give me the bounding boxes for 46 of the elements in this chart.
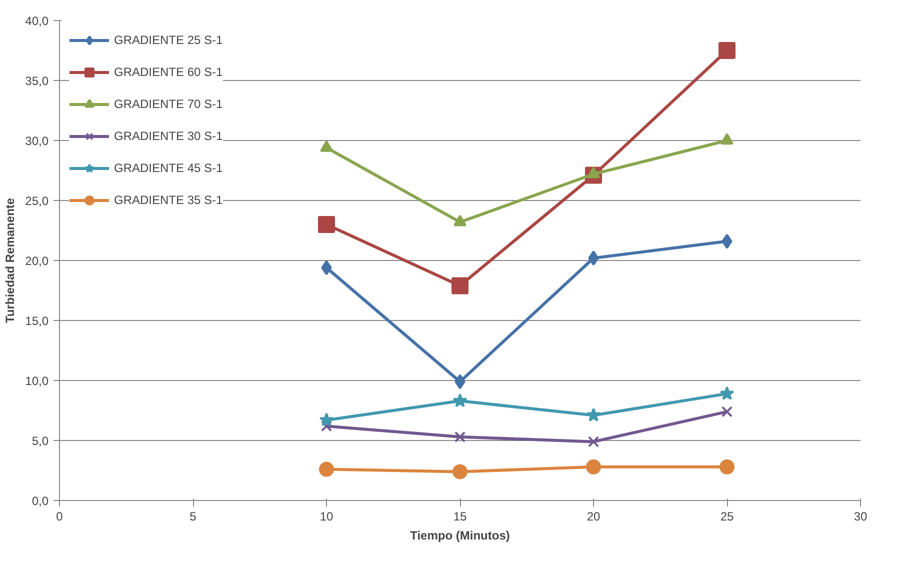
y-tick-label: 25,0 [25,194,49,208]
point [320,420,332,432]
legend-label: GRADIENTE 45 S-1 [114,161,223,175]
point [454,214,466,226]
y-tick-label: 5,0 [32,434,49,448]
legend-label: GRADIENTE 25 S-1 [114,33,223,47]
legend-label: GRADIENTE 70 S-1 [114,97,223,111]
point [452,464,468,480]
legend-label: GRADIENTE 60 S-1 [114,65,223,79]
point [318,216,335,233]
y-tick-label: 40,0 [25,14,49,28]
point [720,133,734,145]
x-tick-label: 10 [320,510,334,524]
point [588,250,599,266]
point [319,412,334,426]
x-axis-title: Tiempo (Minutos) [410,528,510,542]
x-tick-label: 25 [720,510,734,524]
y-tick-label: 30,0 [25,134,49,148]
x-tick-label: 5 [190,510,197,524]
point [718,42,736,59]
y-tick-label: 35,0 [25,74,49,88]
x-tick-label: 0 [56,510,64,524]
point [721,406,733,418]
y-tick-label: 10,0 [25,374,49,388]
point [586,459,601,474]
legend-label: GRADIENTE 35 S-1 [114,193,223,207]
point [321,260,332,276]
point [320,140,333,152]
point [452,393,468,408]
point [722,234,732,249]
point [319,462,334,477]
point [452,277,468,294]
point [586,408,601,422]
legend-label: GRADIENTE 30 S-1 [114,129,223,143]
y-tick-label: 15,0 [25,314,49,328]
y-tick-label: 20,0 [25,254,49,268]
point [454,374,466,390]
y-axis-title: Turbiedad Remanente [3,198,18,324]
x-tick-label: 20 [586,510,600,524]
x-tick-label: 15 [453,510,467,524]
point [454,431,466,442]
point [720,386,734,400]
point [720,459,734,474]
point [588,436,600,448]
x-tick-label: 30 [854,510,868,524]
y-tick-label: 0,0 [32,494,49,508]
